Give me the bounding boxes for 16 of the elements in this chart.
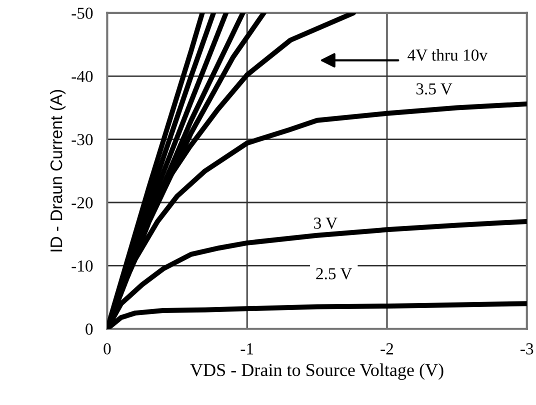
y-tick-label: -20 <box>72 197 93 208</box>
annotation: 3.5 V <box>416 83 452 95</box>
y-tick-label: -50 <box>72 8 93 19</box>
x-tick-label: -1 <box>240 343 254 354</box>
x-tick-label: 0 <box>104 343 111 354</box>
x-tick-label: -2 <box>380 343 394 354</box>
y-tick-label: -30 <box>72 134 93 146</box>
y-tick-label: 0 <box>86 324 93 335</box>
annotation: 2.5 V <box>316 268 352 280</box>
x-tick-label: -3 <box>520 343 534 354</box>
annotation: 4V thru 10v <box>408 48 488 61</box>
annotation: 3 V <box>314 218 338 229</box>
y-tick-label: -40 <box>72 70 93 82</box>
y-axis-title: ID - Draun Current (A) <box>50 90 66 252</box>
y-tick-label: -10 <box>72 260 93 272</box>
x-axis-title: VDS - Drain to Source Voltage (V) <box>190 363 444 380</box>
